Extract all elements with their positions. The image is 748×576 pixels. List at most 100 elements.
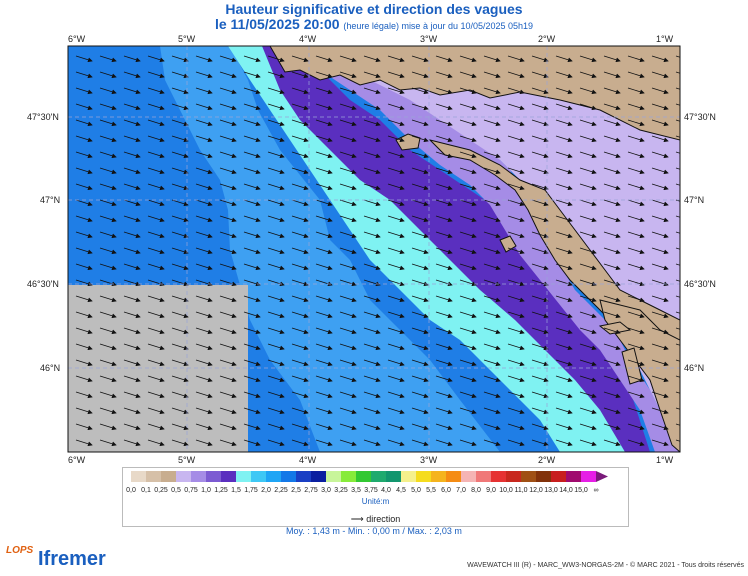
wave-arrow [195, 167, 213, 175]
wave-arrow [147, 311, 165, 319]
wave-arrow [603, 407, 621, 415]
wave-arrow [675, 311, 680, 314]
wave-arrow [603, 391, 621, 399]
wave-arrow [627, 231, 645, 239]
wave-arrow [627, 215, 645, 223]
wave-arrow [651, 375, 669, 383]
wave-arrow [363, 231, 381, 239]
color-swatch [326, 471, 341, 482]
wave-arrow [411, 119, 429, 127]
wave-arrow [171, 359, 189, 367]
wave-arrow [531, 375, 549, 383]
wave-arrow [243, 247, 261, 255]
wave-arrow [219, 295, 237, 303]
wave-arrow [555, 359, 573, 367]
wave-arrow [675, 135, 680, 138]
wave-arrow [315, 263, 333, 271]
color-swatch [281, 471, 296, 482]
legend-tick-label: 11,0 [514, 487, 528, 494]
unit-label: Unité:m [361, 497, 390, 506]
color-legend: 0,0 0,1 0,25 0,5 0,75 1,0 1,25 1,5 1,75 2,0 2,25 2,… [122, 467, 629, 527]
wave-arrow [627, 423, 645, 431]
wave-arrow [531, 327, 549, 335]
legend-tick-label: 6,0 [441, 487, 451, 494]
lon-label-bottom: 2°W [538, 455, 556, 465]
wave-arrow [411, 183, 429, 191]
legend-tick-label: 0,5 [171, 487, 181, 494]
wave-arrow [147, 183, 165, 191]
legend-tick-label: 4,0 [381, 487, 391, 494]
wave-arrow [459, 327, 477, 335]
wave-arrow [459, 375, 477, 383]
direction-arrow-icon: ⟶ [350, 514, 364, 524]
wave-arrow [195, 199, 213, 207]
wave-arrow [267, 135, 285, 143]
wave-arrow [483, 215, 501, 223]
wave-arrow [435, 359, 453, 367]
wave-arrow [411, 231, 429, 239]
wave-arrow [651, 343, 669, 351]
wave-arrow [531, 295, 549, 303]
color-swatch [236, 471, 251, 482]
wave-arrow [507, 391, 525, 399]
wave-arrow [123, 71, 141, 79]
wave-arrow [675, 151, 680, 154]
wave-arrow [171, 279, 189, 287]
wave-arrow [363, 311, 381, 319]
wave-arrow [171, 247, 189, 255]
wave-arrow [171, 311, 189, 319]
wave-arrow [579, 375, 597, 383]
wave-arrow [291, 439, 309, 447]
wave-arrow [579, 391, 597, 399]
wave-arrow [531, 55, 549, 63]
wave-arrow [339, 279, 357, 287]
wave-arrow [99, 119, 117, 127]
wave-arrow [603, 423, 621, 431]
wave-arrow [411, 391, 429, 399]
wave-arrow [483, 311, 501, 319]
wave-arrow [555, 407, 573, 415]
color-swatch [536, 471, 551, 482]
wave-arrow [507, 295, 525, 303]
wave-arrow [339, 247, 357, 255]
wave-arrow [243, 55, 261, 63]
wave-arrow [267, 247, 285, 255]
wave-arrow [219, 279, 237, 287]
wave-arrow [267, 119, 285, 127]
wave-arrow [219, 103, 237, 111]
wave-arrow [555, 263, 573, 271]
wave-arrow [579, 151, 597, 159]
color-swatch [206, 471, 221, 482]
wave-arrow [459, 199, 477, 207]
land-brittany [269, 46, 680, 141]
wave-arrow [267, 391, 285, 399]
wave-arrow [603, 327, 621, 335]
wave-arrow [483, 87, 501, 95]
wave-arrow [195, 55, 213, 63]
wave-arrow [99, 87, 117, 95]
wave-arrow [411, 199, 429, 207]
color-swatch [191, 471, 206, 482]
legend-tick-label: 9,0 [486, 487, 496, 494]
wave-arrow [219, 263, 237, 271]
wave-arrow [99, 439, 117, 447]
wave-arrow [603, 151, 621, 159]
wave-arrow [411, 407, 429, 415]
wave-arrow [411, 55, 429, 63]
wave-arrow [219, 439, 237, 447]
wave-arrow [531, 423, 549, 431]
lon-label-top: 2°W [538, 34, 556, 44]
wave-arrow [363, 135, 381, 143]
wave-arrow [291, 375, 309, 383]
wave-arrow [219, 247, 237, 255]
wave-arrow [291, 407, 309, 415]
wave-arrow [363, 199, 381, 207]
color-swatch [596, 471, 608, 482]
wave-arrow [75, 103, 93, 111]
wave-arrow [339, 167, 357, 175]
wave-arrow [363, 71, 381, 79]
wave-arrow [411, 359, 429, 367]
wave-arrow [147, 391, 165, 399]
wave-arrow [123, 151, 141, 159]
